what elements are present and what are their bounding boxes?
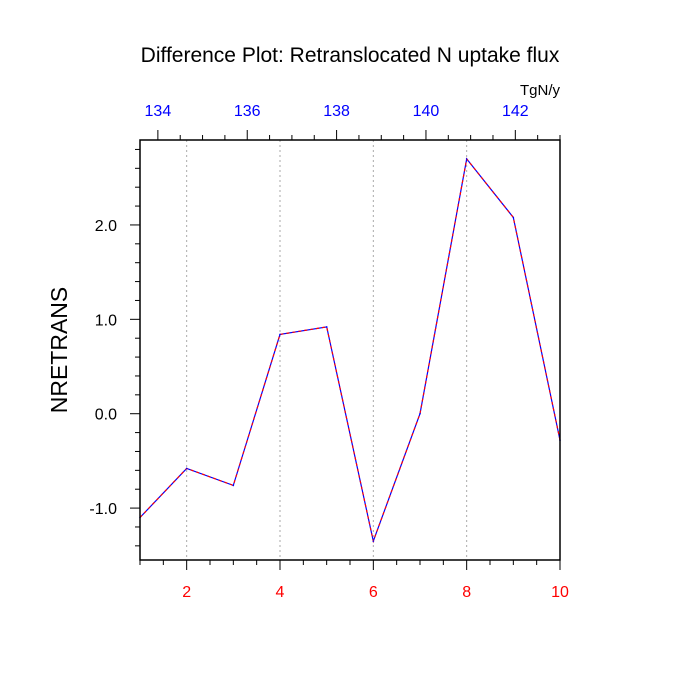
- top-tick-label: 140: [413, 103, 440, 120]
- data-point: [185, 467, 188, 470]
- top-tick-label: 138: [323, 103, 350, 120]
- top-tick-label: 134: [145, 103, 172, 120]
- top-tick-label: 136: [234, 103, 261, 120]
- units-label: TgN/y: [520, 82, 561, 99]
- y-tick-label: 1.0: [95, 312, 117, 329]
- data-point: [279, 333, 281, 336]
- series-line: [139, 157, 561, 544]
- axes: 2 4 6 8 10 -1.0 0.0 1.0 2.0 134 136 138 140 142: [89, 103, 569, 601]
- x-tick-label: 4: [276, 584, 285, 601]
- y-tick-label: -1.0: [89, 501, 117, 518]
- data-point: [325, 326, 328, 328]
- y-tick-label: 0.0: [95, 407, 117, 424]
- x-tick-label: 6: [369, 584, 378, 601]
- data-point: [465, 158, 468, 160]
- x-tick-label: 10: [551, 584, 569, 601]
- chart-title: Difference Plot: Retranslocated N uptake…: [141, 44, 560, 67]
- y-axis-label: NRETRANS: [46, 287, 72, 414]
- plot-frame: [139, 139, 561, 561]
- data-point: [372, 540, 375, 542]
- x-tick-label: 8: [462, 584, 471, 601]
- top-tick-label: 142: [502, 103, 529, 120]
- series-line-dash: [139, 157, 561, 544]
- x-tick-label: 2: [182, 584, 191, 601]
- grid: [186, 140, 561, 560]
- y-tick-label: 2.0: [95, 218, 117, 235]
- data-point: [232, 484, 235, 487]
- data-point: [419, 412, 421, 415]
- series-layer: [139, 157, 561, 544]
- data-point: [512, 216, 515, 219]
